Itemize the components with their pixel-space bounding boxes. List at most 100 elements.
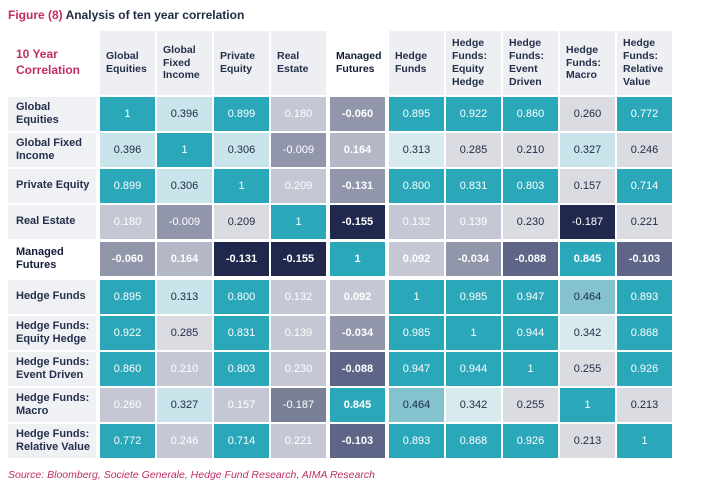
- matrix-cell: 0.180: [100, 205, 155, 239]
- matrix-cell: 0.860: [100, 352, 155, 386]
- matrix-cell: -0.009: [271, 133, 326, 167]
- matrix-cell: 0.285: [157, 316, 212, 350]
- matrix-cell: -0.155: [330, 205, 385, 239]
- matrix-cell: 0.180: [271, 97, 326, 131]
- table-row: Global Fixed Income 0.396 1 0.306 -0.009 0.16…: [8, 133, 674, 167]
- matrix-cell: 0.944: [503, 316, 558, 350]
- matrix-cell: -0.034: [330, 316, 385, 350]
- matrix-cell: 0.947: [503, 280, 558, 314]
- matrix-cell: 1: [214, 169, 269, 203]
- matrix-cell: 0.342: [446, 388, 501, 422]
- matrix-cell: 0.139: [271, 316, 326, 350]
- matrix-cell: -0.187: [271, 388, 326, 422]
- table-row: Hedge Funds: Macro 0.260 0.327 0.157 -0.187 0…: [8, 388, 674, 422]
- matrix-cell: 0.396: [100, 133, 155, 167]
- matrix-cell: 0.164: [157, 242, 212, 276]
- matrix-cell: 1: [503, 352, 558, 386]
- matrix-cell: 0.342: [560, 316, 615, 350]
- matrix-cell: 0.230: [503, 205, 558, 239]
- matrix-cell: 0.221: [271, 424, 326, 458]
- matrix-cell: 0.800: [389, 169, 444, 203]
- matrix-cell: 0.164: [330, 133, 385, 167]
- matrix-cell: 0.831: [446, 169, 501, 203]
- correlation-table: 10 Year Correlation Global Equities Globa…: [8, 31, 674, 458]
- matrix-cell: 0.157: [214, 388, 269, 422]
- figure-title: Figure (8) Analysis of ten year correlat…: [8, 8, 705, 22]
- matrix-cell: -0.131: [330, 169, 385, 203]
- matrix-cell: 1: [560, 388, 615, 422]
- matrix-cell: 0.210: [503, 133, 558, 167]
- matrix-cell: 1: [617, 424, 672, 458]
- matrix-cell: 0.895: [100, 280, 155, 314]
- matrix-cell: 0.944: [446, 352, 501, 386]
- matrix-cell: 0.132: [271, 280, 326, 314]
- row-label: Global Fixed Income: [8, 133, 96, 167]
- table-row: Managed Futures -0.060 0.164 -0.131 -0.155 1 0…: [8, 242, 674, 276]
- matrix-cell: 0.157: [560, 169, 615, 203]
- matrix-cell: 0.255: [560, 352, 615, 386]
- matrix-cell: 0.868: [617, 316, 672, 350]
- figure-label: Figure (8): [8, 8, 63, 22]
- source-note: Source: Bloomberg, Societe Generale, Hed…: [8, 469, 375, 481]
- row-label: Private Equity: [8, 169, 96, 203]
- matrix-cell: 0.132: [389, 205, 444, 239]
- matrix-cell: 0.831: [214, 316, 269, 350]
- row-label: Global Equities: [8, 97, 96, 131]
- matrix-cell: 0.230: [271, 352, 326, 386]
- row-label: Hedge Funds: Equity Hedge: [8, 316, 96, 350]
- column-header: Global Fixed Income: [157, 31, 212, 95]
- column-header: Hedge Funds: Macro: [560, 31, 615, 95]
- matrix-cell: 0.893: [389, 424, 444, 458]
- matrix-cell: 0.092: [330, 280, 385, 314]
- column-header: Private Equity: [214, 31, 269, 95]
- matrix-cell: -0.187: [560, 205, 615, 239]
- matrix-cell: 0.327: [157, 388, 212, 422]
- matrix-cell: 0.926: [617, 352, 672, 386]
- column-header: Global Equities: [100, 31, 155, 95]
- matrix-cell: 1: [157, 133, 212, 167]
- row-label: Real Estate: [8, 205, 96, 239]
- matrix-cell: -0.131: [214, 242, 269, 276]
- matrix-cell: 0.803: [503, 169, 558, 203]
- column-header: Hedge Funds: Relative Value: [617, 31, 672, 95]
- matrix-cell: 0.092: [389, 242, 444, 276]
- table-row: Hedge Funds: Equity Hedge 0.922 0.285 0.831…: [8, 316, 674, 350]
- matrix-cell: 0.209: [214, 205, 269, 239]
- corner-label: 10 Year Correlation: [8, 31, 96, 95]
- matrix-cell: 0.714: [617, 169, 672, 203]
- matrix-cell: 0.926: [503, 424, 558, 458]
- matrix-cell: 1: [446, 316, 501, 350]
- matrix-cell: 0.306: [214, 133, 269, 167]
- matrix-cell: 0.922: [446, 97, 501, 131]
- table-row: Hedge Funds 0.895 0.313 0.800 0.132 0.092 1 0.9…: [8, 280, 674, 314]
- row-label: Hedge Funds: [8, 280, 96, 314]
- matrix-cell: 0.947: [389, 352, 444, 386]
- header-row: 10 Year Correlation Global Equities Globa…: [8, 31, 674, 95]
- matrix-cell: 0.313: [157, 280, 212, 314]
- matrix-cell: 0.464: [389, 388, 444, 422]
- matrix-cell: 0.213: [560, 424, 615, 458]
- matrix-cell: 0.213: [617, 388, 672, 422]
- matrix-cell: 0.772: [100, 424, 155, 458]
- matrix-cell: -0.103: [617, 242, 672, 276]
- matrix-cell: 0.893: [617, 280, 672, 314]
- matrix-cell: 1: [100, 97, 155, 131]
- matrix-cell: -0.060: [100, 242, 155, 276]
- column-header: Hedge Funds: Equity Hedge: [446, 31, 501, 95]
- row-label: Managed Futures: [8, 242, 96, 276]
- figure-title-text: Analysis of ten year correlation: [65, 8, 245, 22]
- matrix-cell: 0.803: [214, 352, 269, 386]
- matrix-cell: 0.845: [330, 388, 385, 422]
- matrix-cell: 0.772: [617, 97, 672, 131]
- table-row: Hedge Funds: Relative Value 0.772 0.246 0.7…: [8, 424, 674, 458]
- matrix-cell: -0.103: [330, 424, 385, 458]
- matrix-cell: 0.899: [100, 169, 155, 203]
- matrix-cell: 0.899: [214, 97, 269, 131]
- matrix-cell: 0.209: [271, 169, 326, 203]
- matrix-cell: 1: [330, 242, 385, 276]
- matrix-cell: 0.985: [446, 280, 501, 314]
- matrix-cell: 0.985: [389, 316, 444, 350]
- table-row: Global Equities 1 0.396 0.899 0.180 -0.060 0.8…: [8, 97, 674, 131]
- matrix-cell: -0.009: [157, 205, 212, 239]
